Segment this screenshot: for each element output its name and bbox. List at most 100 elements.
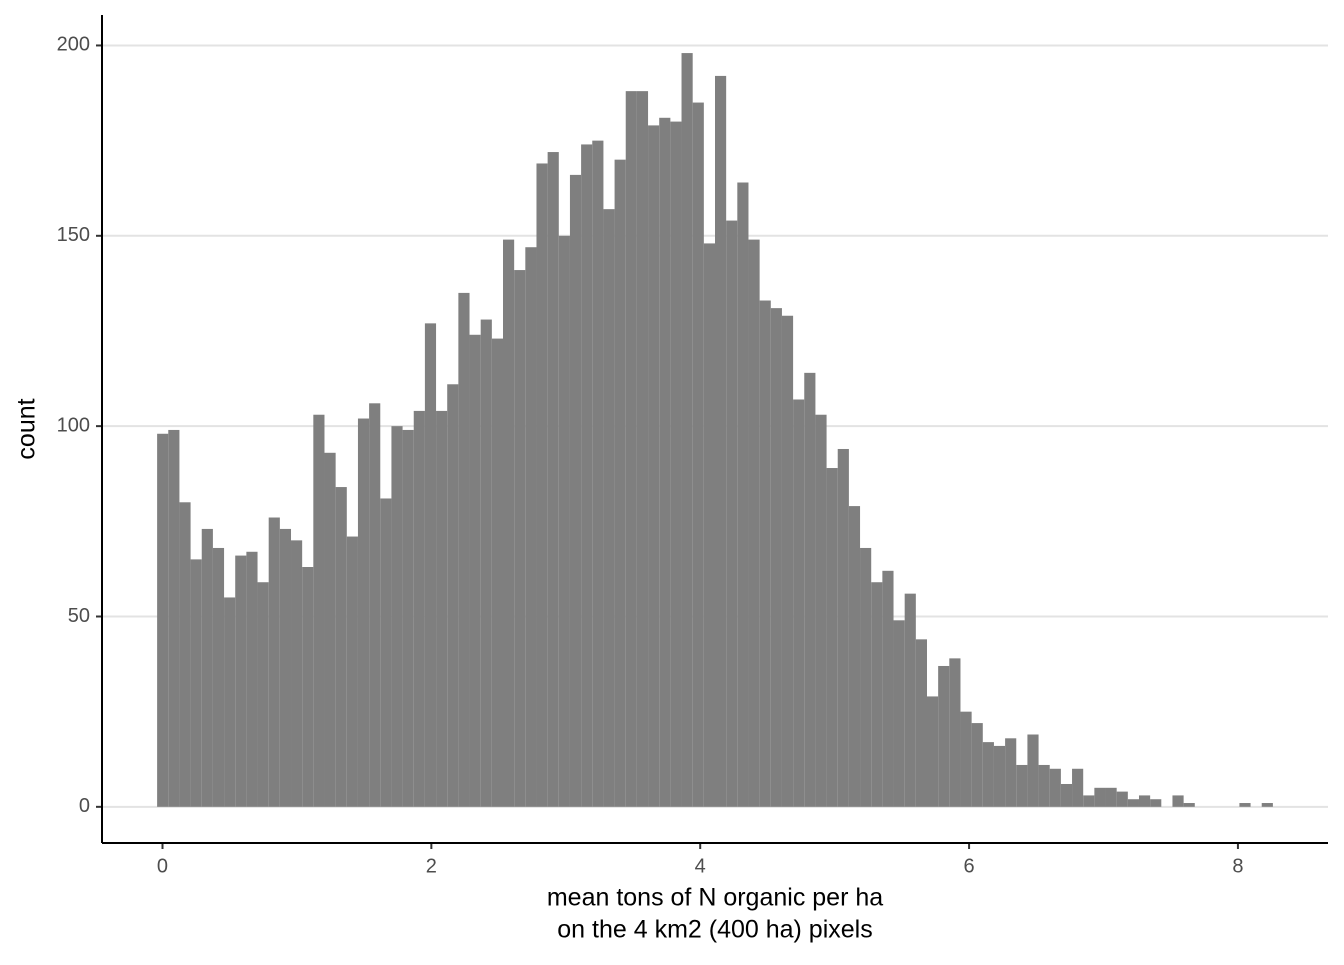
bar (860, 547, 872, 807)
bar (904, 593, 916, 807)
bar (1038, 764, 1050, 807)
bar (391, 426, 403, 807)
bar (781, 315, 794, 807)
bar (848, 506, 861, 807)
bar (1150, 799, 1162, 807)
bar (380, 498, 392, 807)
x-tick-label: 2 (426, 855, 437, 877)
x-tick-label: 6 (964, 855, 975, 877)
bar (1083, 795, 1095, 807)
bar (915, 639, 927, 807)
bar (636, 91, 649, 807)
y-tick-label: 200 (57, 34, 90, 56)
bar (246, 551, 258, 807)
bar (313, 414, 325, 807)
bar (558, 235, 570, 807)
bar (614, 159, 626, 807)
x-tick-label: 4 (695, 855, 706, 877)
bar (625, 91, 637, 807)
bar (346, 536, 358, 807)
bar (569, 174, 582, 807)
y-tick-label: 0 (79, 795, 90, 817)
bar (804, 372, 816, 807)
bar (369, 403, 381, 807)
y-tick-label: 150 (57, 224, 90, 246)
bar (581, 144, 593, 807)
bar (592, 140, 604, 807)
bar (402, 429, 414, 807)
bar (993, 745, 1006, 807)
bar (291, 540, 303, 807)
x-tick-label: 8 (1232, 855, 1243, 877)
bar (413, 410, 425, 807)
bar (1060, 783, 1073, 807)
bar (424, 323, 437, 807)
bar (458, 292, 470, 807)
bar (1094, 787, 1106, 807)
bar (279, 528, 292, 807)
bar (960, 711, 972, 807)
bar (525, 247, 537, 807)
bar (436, 410, 448, 807)
bar (938, 665, 950, 807)
bar (168, 429, 180, 807)
bar (737, 182, 749, 807)
bar (882, 570, 894, 807)
bar (703, 243, 715, 807)
bar (514, 270, 526, 807)
bar (837, 448, 849, 807)
bar (212, 547, 225, 807)
bar (1049, 768, 1061, 807)
bar (1138, 795, 1151, 807)
bar (257, 582, 269, 807)
bar (770, 308, 782, 807)
y-tick-label: 50 (68, 605, 90, 627)
bar (1183, 803, 1195, 807)
bar (447, 384, 459, 807)
bar (670, 121, 682, 807)
bar (324, 452, 336, 807)
bar (335, 487, 347, 807)
bar (469, 334, 481, 807)
bar (692, 102, 704, 807)
y-tick-label: 100 (57, 414, 90, 436)
bar (357, 418, 370, 807)
bar (480, 319, 492, 807)
bar (1105, 787, 1117, 807)
bar (1016, 764, 1028, 807)
bar (815, 414, 827, 807)
bar (1172, 795, 1184, 807)
bar (971, 723, 983, 807)
bar (1116, 791, 1128, 807)
bar (659, 117, 671, 807)
bar (547, 152, 559, 807)
bar (926, 696, 939, 807)
bar (224, 597, 236, 807)
x-axis-label: on the 4 km2 (400 ha) pixels (557, 916, 872, 944)
bar (648, 125, 660, 807)
bar (190, 559, 202, 807)
bar (1005, 738, 1017, 807)
bar (1261, 803, 1273, 807)
x-tick-label: 0 (157, 855, 168, 877)
bar (826, 468, 838, 807)
x-axis-label: mean tons of N organic per ha (547, 884, 883, 912)
bar (235, 555, 247, 807)
bar (268, 517, 280, 807)
bar (179, 502, 191, 807)
bar (793, 399, 805, 807)
bar (871, 582, 883, 807)
y-axis-label: count (13, 398, 41, 459)
bar (748, 239, 760, 807)
bar (949, 658, 961, 807)
bar (726, 220, 738, 807)
bar (536, 163, 548, 807)
bar (982, 742, 994, 807)
bar (715, 75, 727, 807)
bar (1239, 803, 1251, 807)
bar (681, 53, 693, 807)
bar (302, 567, 314, 807)
bar (503, 239, 515, 807)
bar (893, 620, 905, 807)
